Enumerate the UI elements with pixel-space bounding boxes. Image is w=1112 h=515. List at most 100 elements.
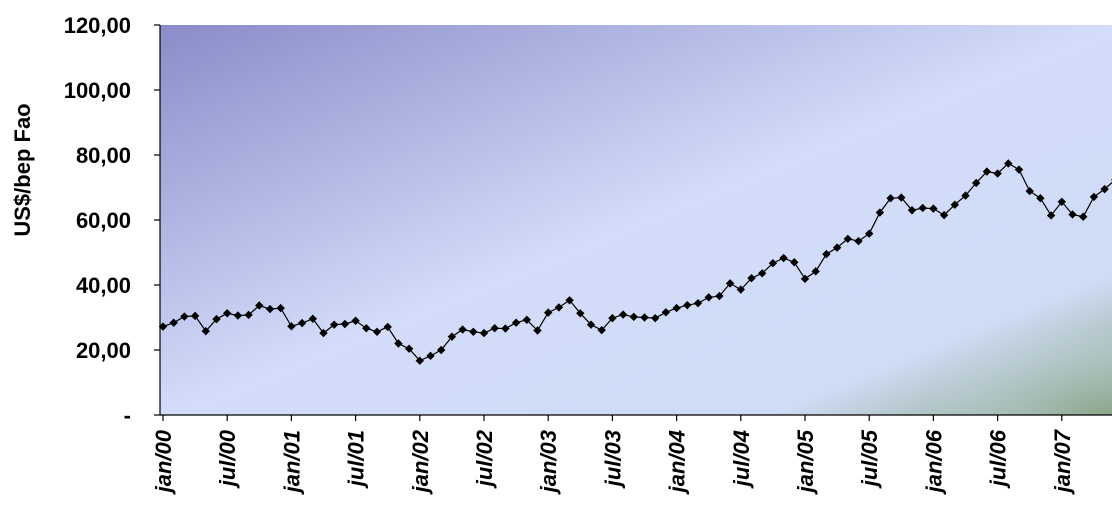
data-point-marker: [586, 320, 596, 329]
data-point-marker: [1100, 184, 1109, 194]
data-point-marker: [426, 351, 435, 361]
plot-area-corner-shade: [700, 225, 1112, 415]
data-point-marker: [768, 259, 778, 268]
data-point-marker: [758, 269, 767, 278]
data-point-marker: [651, 313, 660, 323]
data-point-marker: [340, 319, 350, 329]
x-axis: jan/00 jul/00 jan/01 jul/01 jan/02 jul/02 jan/…: [151, 414, 1112, 495]
data-point-marker: [886, 194, 895, 203]
y-axis: - 20,00 40,00 60,00 80,00 100,00 120,00: [64, 13, 161, 428]
data-point-marker: [447, 332, 457, 341]
data-point-marker: [265, 304, 275, 314]
data-point-marker: [1057, 197, 1066, 206]
data-point-marker: [950, 200, 959, 209]
x-tick-label: jan/07: [1050, 428, 1075, 495]
data-point-marker: [1036, 194, 1045, 203]
y-tick-label: 80,00: [76, 143, 131, 168]
x-tick-label: jan/06: [921, 429, 946, 495]
data-point-marker: [212, 314, 221, 324]
data-point-marker: [736, 285, 745, 294]
data-point-marker: [287, 322, 296, 331]
x-tick-label: jan/00: [151, 429, 176, 495]
data-point-marker: [1079, 212, 1088, 221]
data-point-marker: [554, 303, 564, 312]
y-tick-label: 40,00: [76, 273, 131, 298]
data-point-marker: [715, 291, 724, 301]
data-point-marker: [522, 315, 531, 324]
data-point-marker: [458, 325, 467, 334]
y-tick-label: 20,00: [76, 338, 131, 363]
data-point-marker: [1046, 211, 1056, 220]
data-point-marker: [929, 204, 938, 213]
data-point-marker: [608, 313, 617, 323]
data-point-marker: [843, 234, 852, 244]
data-point-marker: [565, 296, 574, 305]
data-point-marker: [811, 267, 820, 276]
data-point-marker: [479, 328, 489, 338]
data-point-marker: [747, 273, 756, 283]
data-point-marker: [511, 318, 521, 327]
data-point-marker: [907, 206, 917, 215]
data-point-marker: [618, 310, 628, 319]
data-point-marker: [404, 344, 414, 353]
data-point-marker: [822, 249, 831, 259]
data-point-marker: [297, 318, 307, 328]
data-point-marker: [201, 326, 210, 336]
data-point-marker: [865, 229, 874, 238]
series-line: [162, 162, 1112, 362]
data-point-marker: [1068, 210, 1077, 219]
data-point-marker: [372, 327, 382, 336]
data-point-marker: [1025, 186, 1034, 196]
x-tick-label: jul/00: [215, 429, 240, 489]
data-point-marker: [683, 300, 692, 310]
x-tick-label: jul/01: [344, 430, 369, 489]
x-tick-label: jan/03: [536, 430, 561, 495]
data-point-marker: [276, 303, 285, 313]
x-tick-label: jan/01: [279, 430, 304, 495]
data-point-marker: [319, 328, 328, 338]
y-tick-label: 100,00: [64, 78, 131, 103]
data-point-marker: [244, 310, 253, 320]
data-point-marker: [190, 311, 200, 321]
data-point-marker: [790, 258, 799, 267]
data-point-marker: [308, 314, 317, 323]
data-point-marker: [437, 345, 446, 355]
y-tick-label: -: [124, 403, 131, 428]
data-point-marker: [779, 253, 788, 263]
y-tick-label: 60,00: [76, 208, 131, 233]
data-point-marker: [854, 236, 863, 246]
data-point-marker: [576, 309, 585, 318]
data-point-marker: [533, 326, 542, 335]
data-point-marker: [469, 327, 478, 336]
data-point-marker: [972, 178, 981, 188]
x-tick-label: jan/02: [408, 429, 433, 495]
data-point-marker: [725, 279, 735, 288]
data-point-marker: [1014, 165, 1024, 174]
series-layer: [158, 159, 1112, 365]
data-point-marker: [800, 274, 810, 284]
data-point-marker: [672, 303, 681, 313]
data-point-marker: [351, 316, 360, 325]
x-tick-label: jan/04: [665, 430, 690, 495]
data-point-marker: [490, 324, 499, 333]
data-point-marker: [330, 320, 339, 329]
x-tick-label: jan/05: [793, 429, 818, 495]
data-point-marker: [640, 313, 649, 322]
data-point-marker: [501, 324, 510, 333]
data-point-marker: [597, 325, 606, 335]
data-point-marker: [1004, 159, 1013, 168]
data-point-marker: [158, 322, 168, 331]
data-point-marker: [223, 309, 232, 318]
x-tick-label: jul/05: [857, 429, 882, 489]
x-tick-label: jul/06: [986, 429, 1011, 489]
data-point-marker: [993, 169, 1002, 178]
data-point-marker: [255, 301, 264, 310]
data-point-marker: [169, 318, 178, 327]
data-point-marker: [704, 293, 713, 302]
data-point-marker: [180, 312, 189, 321]
data-point-marker: [897, 193, 906, 202]
data-point-marker: [918, 203, 927, 213]
x-tick-label: jul/03: [600, 430, 625, 489]
data-point-marker: [661, 308, 671, 317]
